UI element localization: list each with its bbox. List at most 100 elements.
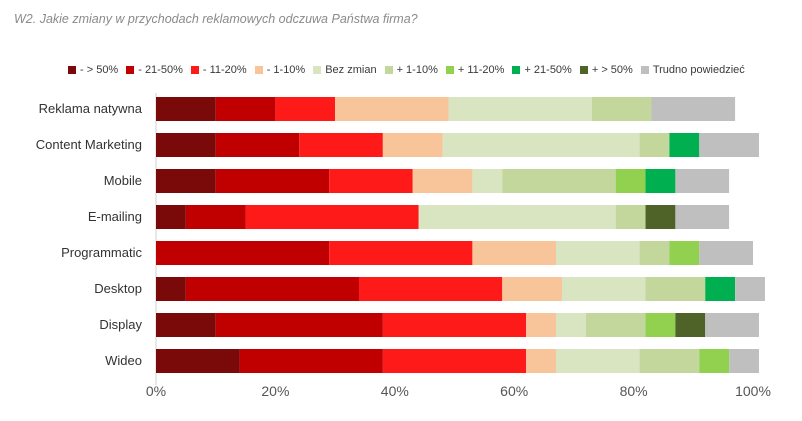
bar-segment <box>555 241 640 265</box>
legend-label: + 11-20% <box>457 64 505 76</box>
bar-segment <box>185 205 246 229</box>
bar-segment <box>448 97 592 121</box>
bar-segment <box>442 133 640 157</box>
x-tick-label: 0% <box>146 383 166 399</box>
bar-segment <box>555 313 586 337</box>
bar-segment <box>675 205 730 229</box>
category-label: Mobile <box>104 173 142 188</box>
bar-segment <box>156 97 216 121</box>
legend-item: - 11-20% <box>190 64 247 76</box>
bar-segment <box>472 169 503 193</box>
category-label: Reklama natywna <box>39 101 143 116</box>
bar-segment <box>615 169 646 193</box>
legend-item: + > 50% <box>579 64 633 76</box>
bar-segment <box>382 349 527 373</box>
bar-segment <box>156 241 330 265</box>
legend-label: + 21-50% <box>524 64 572 76</box>
bar-segment <box>329 241 473 265</box>
x-tick-label: 60% <box>500 383 528 399</box>
bar-segment <box>526 313 556 337</box>
bar-segment <box>472 241 556 265</box>
bar-segment <box>735 277 765 301</box>
bar-segment <box>245 205 419 229</box>
legend-label: - 11-20% <box>202 64 247 76</box>
category-label: Desktop <box>94 281 142 296</box>
bar-segment <box>418 205 616 229</box>
bar-segment <box>645 277 706 301</box>
legend-swatch <box>579 66 588 74</box>
bar-segment <box>639 349 700 373</box>
bar-segment <box>699 133 759 157</box>
bar-segment <box>645 169 676 193</box>
bar-segment <box>215 313 383 337</box>
bar-segment <box>555 349 640 373</box>
legend-label: Bez zmian <box>325 64 377 76</box>
bar-segment <box>329 169 413 193</box>
bar-segment <box>645 313 676 337</box>
legend-swatch <box>384 66 393 74</box>
bar-segment <box>645 205 676 229</box>
legend-label: + 1-10% <box>396 64 438 76</box>
bar-segment <box>156 133 216 157</box>
category-label: Programmatic <box>61 245 142 260</box>
bar-segment <box>382 133 443 157</box>
bar-segment <box>651 97 736 121</box>
bar-segment <box>239 349 383 373</box>
bar-segment <box>215 97 276 121</box>
bar-segment <box>185 277 359 301</box>
legend-label: - 1-10% <box>266 64 306 76</box>
legend-item: - 1-10% <box>254 64 306 76</box>
legend-item: + 1-10% <box>384 64 438 76</box>
legend-swatch <box>512 66 521 74</box>
bar-segment <box>382 313 527 337</box>
bar-segment <box>675 313 706 337</box>
legend-label: - 21-50% <box>138 64 183 76</box>
bar-segment <box>729 349 759 373</box>
bar-segment <box>615 205 646 229</box>
bar-segment <box>669 133 700 157</box>
legend-item: - > 50% <box>68 64 118 76</box>
bar-segment <box>699 241 753 265</box>
legend-swatch <box>190 66 199 74</box>
chart-legend: - > 50% - 21-50% - 11-20% - 1-10% Bez zmian +… <box>68 64 753 76</box>
bar-segment <box>156 277 186 301</box>
category-label: Content Marketing <box>36 137 142 152</box>
bar-segment <box>156 205 186 229</box>
bar-segment <box>156 313 216 337</box>
category-label: Wideo <box>105 353 142 368</box>
bar-segment <box>591 97 652 121</box>
bar-segment <box>675 169 730 193</box>
legend-swatch <box>126 66 135 74</box>
legend-item: + 21-50% <box>512 64 572 76</box>
bar-segment <box>502 169 616 193</box>
bar-segment <box>705 277 736 301</box>
bar-segment <box>299 133 383 157</box>
legend-swatch <box>254 66 263 74</box>
x-tick-label: 80% <box>620 383 648 399</box>
legend-item: Trudno powiedzieć <box>640 64 745 76</box>
bar-segment <box>412 169 473 193</box>
bar-segment <box>156 169 216 193</box>
x-tick-label: 40% <box>381 383 409 399</box>
bar-segment <box>705 313 759 337</box>
legend-item: - 21-50% <box>126 64 183 76</box>
bar-segment <box>215 133 300 157</box>
legend-label: Trudno powiedzieć <box>652 64 745 76</box>
bar-segment <box>669 241 700 265</box>
bar-segment <box>275 97 336 121</box>
bar-segment <box>639 241 670 265</box>
category-label: E-mailing <box>88 209 142 224</box>
legend-label: - > 50% <box>80 64 119 76</box>
bar-segment <box>358 277 503 301</box>
legend-item: Bez zmian <box>313 64 377 76</box>
category-label: Display <box>99 317 142 332</box>
legend-item: + 11-20% <box>445 64 505 76</box>
bar-segment <box>502 277 562 301</box>
legend-swatch <box>640 66 649 74</box>
x-tick-label: 100% <box>735 383 771 399</box>
legend-swatch <box>313 66 322 74</box>
bar-segment <box>335 97 449 121</box>
bar-segment <box>215 169 330 193</box>
bar-segment <box>526 349 556 373</box>
